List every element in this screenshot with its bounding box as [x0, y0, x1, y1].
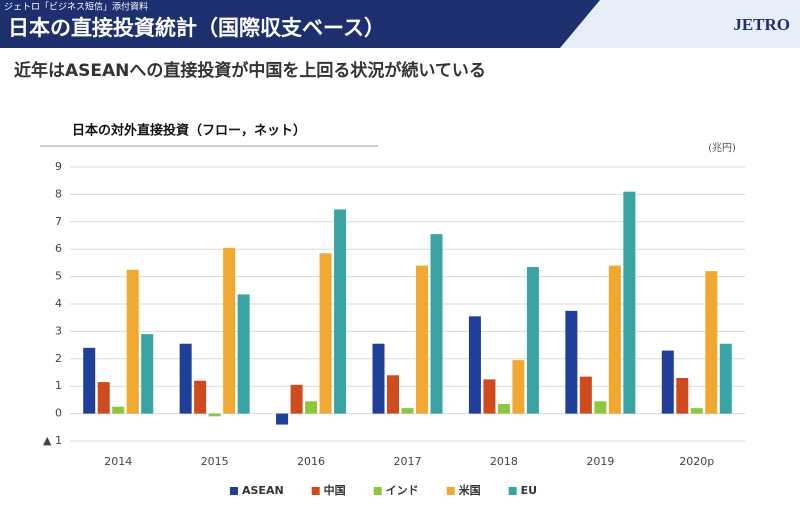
bar	[401, 408, 414, 414]
legend-swatch	[311, 487, 320, 495]
bar	[141, 334, 154, 414]
bar	[690, 408, 703, 414]
legend-label: EU	[521, 484, 537, 497]
bar	[97, 382, 110, 414]
legend-swatch	[508, 487, 517, 495]
legend-label: 米国	[458, 483, 481, 497]
bar	[112, 406, 125, 414]
bar	[179, 343, 192, 414]
bar	[719, 343, 732, 414]
y-tick-label: ▲ 1	[43, 434, 62, 447]
y-tick-label: 0	[55, 407, 62, 420]
legend-label: インド	[386, 484, 419, 497]
bar	[237, 294, 250, 414]
bar	[83, 347, 96, 414]
bar	[512, 360, 525, 414]
bar	[661, 350, 674, 414]
subtitle: 近年はASEANへの直接投資が中国を上回る状況が続いている	[14, 60, 486, 81]
bar	[223, 247, 236, 414]
unit-label: (兆円)	[708, 142, 736, 154]
bar	[483, 379, 496, 414]
header-decoration	[560, 0, 800, 48]
x-tick-label: 2015	[201, 455, 229, 468]
bar	[623, 191, 636, 414]
y-tick-label: 8	[55, 187, 62, 200]
y-tick-label: 3	[55, 324, 62, 337]
bar	[430, 234, 443, 414]
bar	[468, 316, 481, 414]
bar	[305, 401, 318, 414]
bar	[565, 310, 578, 414]
y-tick-label: 5	[55, 270, 62, 283]
chart-title: 日本の対外直接投資（フロー，ネット）	[72, 123, 306, 139]
y-tick-label: 6	[55, 242, 62, 255]
bar	[705, 271, 718, 414]
x-tick-label: 2020p	[679, 455, 714, 468]
bar	[276, 413, 289, 425]
bar	[497, 404, 510, 414]
y-tick-label: 2	[55, 352, 62, 365]
x-tick-label: 2014	[104, 455, 132, 468]
legend-swatch	[446, 487, 455, 495]
bar	[319, 253, 332, 414]
bar	[594, 401, 607, 414]
header-note: ジェトロ「ビジネス短信」添付資料	[4, 1, 148, 13]
legend-swatch	[230, 487, 238, 495]
bar	[334, 209, 347, 414]
x-tick-label: 2019	[586, 455, 614, 468]
bar	[526, 267, 539, 414]
bar	[194, 380, 207, 414]
bar	[579, 376, 592, 414]
y-tick-label: 7	[55, 215, 62, 228]
bar	[608, 265, 621, 414]
y-tick-label: 1	[55, 379, 62, 392]
legend-swatch	[373, 487, 382, 495]
x-tick-label: 2017	[394, 455, 422, 468]
y-tick-label: 4	[55, 297, 62, 310]
bar	[372, 343, 385, 414]
x-tick-label: 2018	[490, 455, 518, 468]
logo: JETRO	[733, 15, 790, 34]
header-title: 日本の直接投資統計（国際収支ベース）	[8, 16, 385, 40]
legend-label: ASEAN	[242, 484, 284, 497]
x-tick-label: 2016	[297, 455, 325, 468]
y-tick-label: 9	[55, 160, 62, 173]
bar	[387, 375, 399, 414]
bar	[208, 413, 221, 417]
bar	[290, 384, 303, 414]
bar	[676, 377, 689, 414]
legend-label: 中国	[324, 483, 346, 497]
bar	[416, 265, 428, 414]
bar	[126, 269, 139, 414]
